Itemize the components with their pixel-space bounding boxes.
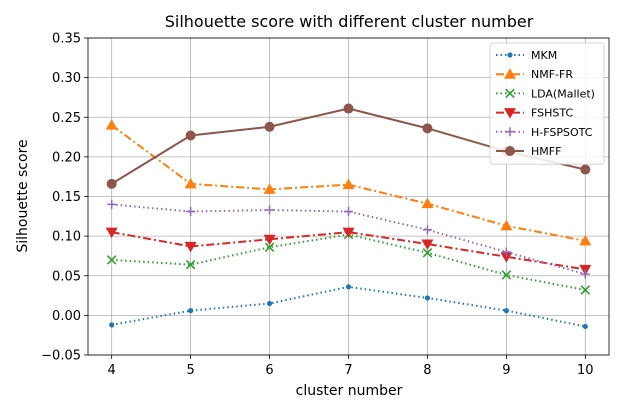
y-tick-label: −0.05 — [41, 349, 81, 364]
x-axis-label: cluster number — [296, 383, 403, 399]
data-point — [106, 255, 117, 265]
legend-marker — [505, 146, 515, 156]
data-point — [186, 207, 196, 217]
x-tick-label: 7 — [344, 363, 352, 378]
data-point — [582, 323, 588, 330]
x-tick-label: 5 — [186, 363, 194, 378]
data-point — [424, 295, 431, 301]
legend-item: LDA(Mallet) — [496, 87, 595, 100]
data-point — [501, 247, 511, 257]
data-point — [503, 308, 509, 314]
data-point — [422, 248, 433, 258]
legend-marker — [505, 88, 515, 99]
legend-label: NMF-FR — [531, 68, 573, 81]
legend-marker — [507, 52, 513, 58]
data-point — [345, 284, 352, 290]
y-tick-label: 0.15 — [52, 190, 81, 205]
x-tick-label: 4 — [108, 363, 116, 378]
y-tick-label: 0.25 — [52, 111, 81, 126]
legend-label: H-FSPSOTC — [531, 126, 593, 139]
data-point — [342, 227, 355, 239]
data-point — [264, 121, 275, 132]
legend-marker — [504, 68, 516, 79]
chart-title: Silhouette score with different cluster … — [165, 12, 534, 31]
axes: 4 5 6 7 8 9 10 −0.05 0.00 0.05 0.10 0.15 0.20 0.25 0.3… — [41, 32, 610, 378]
plot-frame — [87, 37, 610, 356]
y-tick-label: 0.20 — [52, 150, 81, 165]
data-point — [500, 219, 513, 231]
y-tick-label: 0.00 — [52, 309, 81, 324]
legend-item: HMFF — [496, 145, 561, 158]
data-point — [107, 199, 117, 209]
data-point — [579, 234, 592, 246]
data-point — [109, 322, 115, 328]
data-point — [343, 103, 354, 114]
series-h-fspsotc — [107, 199, 590, 279]
y-axis-label: Silhouette score — [15, 139, 31, 252]
y-tick-label: 0.35 — [52, 32, 81, 47]
legend-item: H-FSPSOTC — [496, 126, 593, 139]
data-point — [422, 123, 433, 134]
data-point — [580, 285, 591, 295]
data-point — [263, 183, 276, 194]
data-point — [106, 178, 117, 189]
x-tick-label: 8 — [423, 363, 431, 378]
data-point — [265, 205, 275, 215]
legend-marker — [505, 127, 515, 137]
data-point — [188, 308, 194, 314]
legend-item: MKM — [496, 49, 557, 62]
series-mkm — [109, 284, 588, 330]
legend-item: FSHSTC — [496, 107, 573, 120]
legend-item: NMF-FR — [496, 68, 573, 81]
series-fshstc — [105, 227, 592, 276]
data-point — [500, 252, 513, 263]
data-point — [105, 227, 118, 239]
data-point — [185, 259, 196, 270]
data-point — [105, 119, 118, 130]
data-point — [344, 207, 353, 217]
x-tick-label: 6 — [265, 363, 273, 378]
data-point — [185, 130, 196, 141]
data-point — [421, 197, 434, 209]
data-point — [184, 177, 197, 189]
data-point — [501, 270, 512, 280]
y-tick-label: 0.30 — [52, 71, 81, 86]
data-point — [342, 178, 355, 190]
legend-label: FSHSTC — [531, 107, 573, 120]
data-point — [421, 239, 434, 251]
data-point — [580, 164, 591, 175]
data-point — [580, 269, 590, 279]
data-point — [422, 225, 432, 235]
legend: MKM NMF-FR LDA(Mallet) FSHSTC H-FSPSOTC HMFF — [489, 42, 605, 165]
y-tick-label: 0.10 — [52, 230, 81, 245]
series-nmf-fr — [105, 119, 592, 246]
y-tick-label: 0.05 — [52, 269, 81, 284]
legend-label: LDA(Mallet) — [531, 87, 595, 100]
data-point — [263, 234, 276, 246]
legend-label: HMFF — [531, 145, 561, 158]
data-point — [266, 300, 273, 307]
x-tick-label: 9 — [502, 363, 510, 378]
data-point — [264, 242, 275, 252]
legend-label: MKM — [531, 49, 557, 62]
data-point — [184, 241, 197, 253]
legend-marker — [504, 108, 516, 119]
x-tick-label: 10 — [577, 363, 594, 378]
